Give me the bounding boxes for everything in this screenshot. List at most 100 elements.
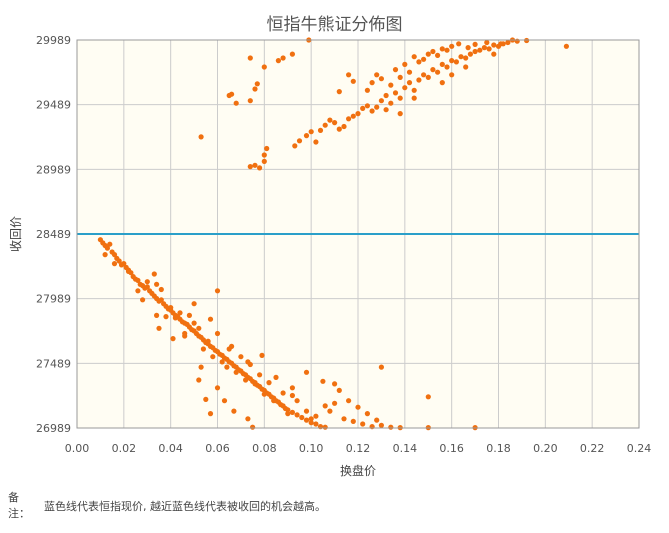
x-tick-label: 0.00 [65,442,90,455]
data-point [346,72,352,78]
data-point [177,310,183,316]
data-point [111,261,118,267]
data-point [221,398,228,404]
x-tick-label: 0.06 [205,442,230,455]
data-point [163,314,169,320]
data-point [231,408,237,414]
data-point [303,369,310,375]
data-point [563,43,570,49]
data-point [486,46,492,52]
data-point [292,143,298,149]
data-point [125,268,132,274]
data-point [392,90,399,96]
data-point [383,107,389,113]
data-point [135,277,141,283]
data-point [425,51,431,57]
data-point [294,398,300,404]
data-point [261,64,267,70]
data-point [374,72,380,78]
data-point [439,61,445,67]
data-point [332,400,338,406]
data-point [514,38,520,44]
data-point [327,117,333,123]
data-point [257,165,263,171]
data-point [144,279,150,285]
y-tick-label: 26989 [36,422,71,435]
data-point [350,418,356,424]
data-point [158,297,164,303]
data-point [317,127,324,133]
data-point [463,64,469,70]
data-point [350,113,356,119]
data-point [388,424,394,430]
data-point [406,80,413,86]
data-point [172,315,178,321]
data-point [411,95,417,101]
data-point [257,372,263,378]
data-point [233,369,239,375]
data-point [245,416,251,422]
data-point [140,297,146,303]
data-point [327,408,333,414]
data-point [406,69,413,75]
data-point [444,64,450,70]
data-point [463,55,469,61]
data-point [207,316,214,322]
data-point [151,271,157,277]
data-point [135,288,141,294]
data-point [198,364,204,370]
data-point [430,67,436,73]
data-point [210,354,216,360]
data-point [219,359,225,365]
data-point [226,346,232,352]
data-point [191,320,197,326]
data-point [198,134,204,140]
data-point [425,74,431,80]
data-point [247,164,253,170]
data-point [214,330,221,337]
data-point [247,55,253,61]
data-point [360,105,366,111]
data-point [421,56,427,62]
y-tick-label: 27989 [36,293,71,306]
data-point [456,41,462,47]
data-point [421,72,427,78]
data-point [254,81,260,87]
data-point [491,51,497,57]
data-point [196,325,202,331]
data-point [472,41,478,48]
plot-border [76,39,640,429]
x-tick-label: 0.08 [252,442,277,455]
data-point [378,76,384,82]
data-point [505,39,511,46]
data-point [449,43,455,49]
data-point [332,381,338,387]
data-point [214,385,221,391]
data-point [259,352,265,358]
chart-title: 恒指牛熊证分佈图 [266,15,403,35]
data-point [364,411,370,417]
data-point [303,408,310,414]
data-point [247,98,253,104]
data-point [336,387,342,393]
data-point [322,122,328,128]
data-point [332,120,338,126]
data-point [121,261,127,267]
data-point [154,281,160,287]
y-tick-label: 28489 [36,228,71,241]
data-point [252,86,258,92]
data-point [472,48,478,55]
data-point [196,377,202,383]
data-point [289,51,295,57]
data-point [449,72,455,78]
data-point [355,404,361,410]
data-point [261,158,267,164]
data-point [346,116,352,122]
data-point [336,126,342,132]
data-point [245,359,251,365]
data-point [458,54,464,60]
data-point [388,82,394,88]
data-point [285,411,291,417]
data-point [364,87,370,93]
